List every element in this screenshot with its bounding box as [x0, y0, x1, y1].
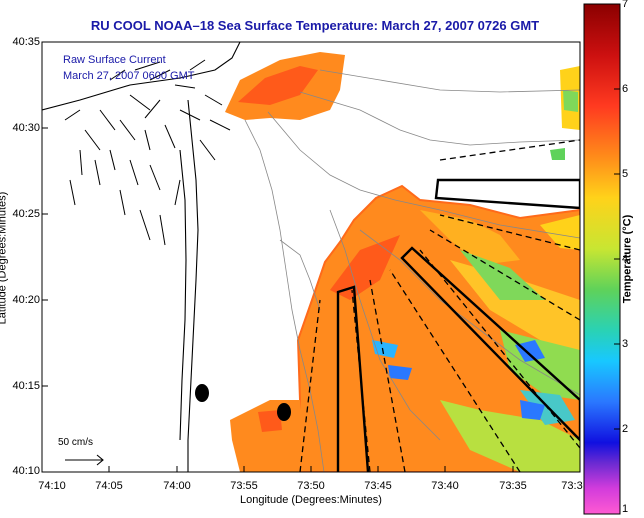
x-tick-label: 73:45	[364, 480, 392, 492]
overlay-label-line2: March 27, 2007 0600 GMT	[63, 70, 195, 82]
current-vectors	[64, 59, 231, 246]
colorbar-label: Temperature (°C)	[621, 214, 634, 304]
colorbar-ticks	[614, 3, 620, 515]
overlay-label-line1: Raw Surface Current	[63, 54, 166, 66]
x-tick-label: 74:10	[38, 480, 66, 492]
transect-boxes	[336, 178, 580, 472]
x-tick-label: 74:05	[95, 480, 123, 492]
axis-ticks	[41, 41, 581, 473]
scale-label: 50 cm/s	[58, 437, 94, 448]
coastline	[42, 42, 241, 472]
colorbar-tick-label: 5	[622, 168, 629, 180]
station-marker	[277, 403, 291, 421]
y-axis-label: Latitude (Degrees:Minutes)	[0, 191, 9, 325]
colorbar-tick-label: 3	[622, 338, 629, 350]
sst-swath-north	[225, 52, 580, 160]
x-tick-label: 73:35	[499, 480, 527, 492]
bathymetry-contours	[244, 69, 580, 472]
y-tick-label: 40:35	[12, 36, 40, 48]
x-tick-label: 73:55	[230, 480, 258, 492]
colorbar-tick-label: 4	[622, 253, 629, 265]
y-tick-label: 40:10	[12, 465, 40, 477]
colorbar-tick-label: 7	[622, 0, 629, 10]
chart-title: RU COOL NOAA–18 Sea Surface Temperature:…	[90, 18, 540, 33]
station-marker	[195, 384, 209, 402]
x-tick-label: 73:3	[561, 480, 583, 492]
x-tick-label: 74:00	[163, 480, 191, 492]
y-tick-label: 40:25	[12, 208, 40, 220]
colorbar-tick-label: 6	[622, 83, 629, 95]
y-tick-label: 40:30	[12, 122, 40, 134]
sst-swath-main	[230, 184, 580, 472]
colorbar-tick-label: 1	[622, 503, 629, 515]
scale-arrow	[65, 454, 104, 466]
x-tick-label: 73:50	[297, 480, 325, 492]
colorbar-tick-label: 2	[622, 423, 629, 435]
y-tick-label: 40:20	[12, 294, 40, 306]
x-axis-label: Longitude (Degrees:Minutes)	[240, 494, 382, 506]
y-tick-label: 40:15	[12, 380, 40, 392]
x-tick-label: 73:40	[431, 480, 459, 492]
